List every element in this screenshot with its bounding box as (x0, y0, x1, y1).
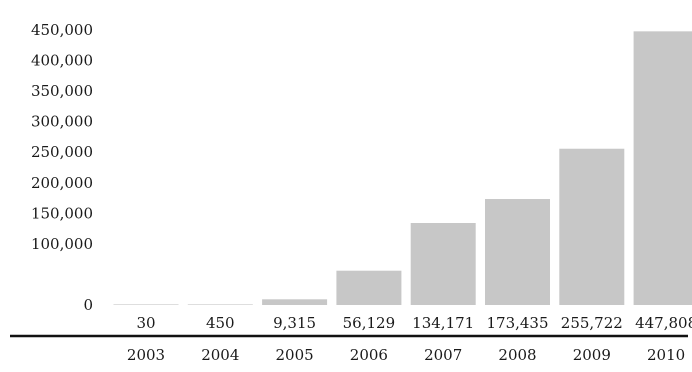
category-label-2004: 2004 (201, 346, 239, 364)
value-labels: 30 450 9,315 56,129 134,171 173,435 255,722 447… (136, 314, 692, 332)
y-tick-label: 250,000 (31, 143, 93, 161)
bar-2008 (485, 199, 550, 305)
category-label-2007: 2007 (424, 346, 462, 364)
bar-2010 (633, 31, 692, 305)
y-tick-label: 300,000 (31, 113, 93, 131)
category-label-2008: 2008 (498, 346, 536, 364)
value-label-2006: 56,129 (343, 314, 396, 332)
y-tick-label: 200,000 (31, 174, 93, 192)
y-tick-label: 400,000 (31, 52, 93, 70)
y-axis: 0 100,000 150,000 200,000 250,000 300,000 350,… (31, 21, 93, 314)
value-label-2007: 134,171 (412, 314, 474, 332)
bar-2007 (410, 223, 476, 305)
value-label-2010: 447,808 (635, 314, 692, 332)
bar-2004 (187, 304, 253, 305)
bars (113, 31, 692, 305)
y-tick-label: 0 (83, 296, 93, 314)
value-label-2005: 9,315 (273, 314, 316, 332)
bar-2006 (336, 270, 402, 305)
category-label-2006: 2006 (350, 346, 388, 364)
category-label-2003: 2003 (127, 346, 165, 364)
bar-2005 (262, 299, 328, 305)
category-label-2009: 2009 (573, 346, 611, 364)
category-label-2005: 2005 (276, 346, 314, 364)
value-label-2004: 450 (206, 314, 235, 332)
y-tick-label: 100,000 (31, 235, 93, 253)
y-tick-label: 350,000 (31, 82, 93, 100)
y-tick-label: 150,000 (31, 204, 93, 222)
category-label-2010: 2010 (647, 346, 685, 364)
value-label-2003: 30 (136, 314, 155, 332)
category-labels: 2003 2004 2005 2006 2007 2008 2009 2010 (127, 346, 685, 364)
bar-2003 (113, 304, 179, 305)
value-label-2009: 255,722 (561, 314, 623, 332)
y-tick-label: 450,000 (31, 21, 93, 39)
value-label-2008: 173,435 (486, 314, 548, 332)
bar-2009 (559, 148, 625, 305)
